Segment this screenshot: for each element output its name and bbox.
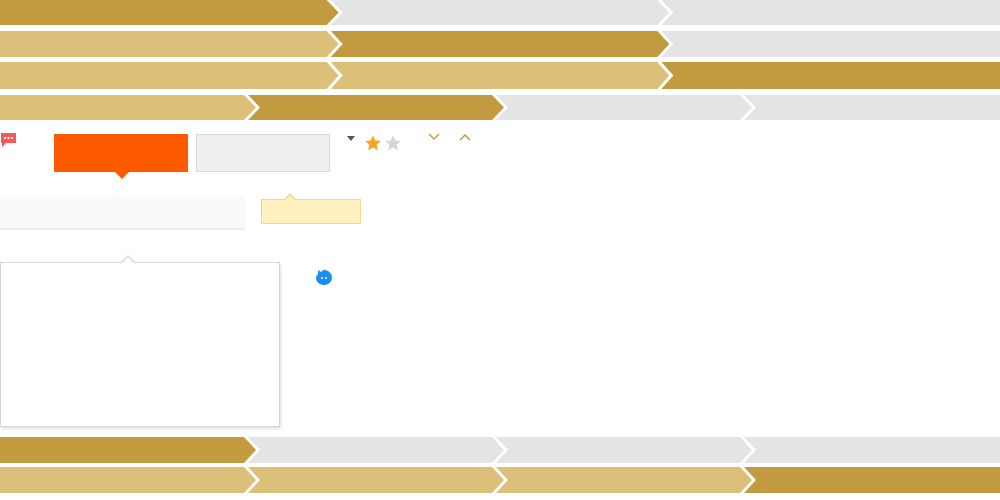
step-1-active[interactable] (0, 437, 256, 463)
step-3-active[interactable] (661, 62, 1000, 89)
step-3-todo[interactable] (661, 0, 1000, 25)
step-bar-4 (0, 95, 1000, 120)
gray-input-box[interactable] (196, 134, 330, 172)
step-bar-2 (0, 31, 1000, 57)
popover-panel (0, 255, 280, 427)
chat-bubble-icon[interactable] (0, 132, 17, 149)
step-1-done[interactable] (0, 467, 256, 493)
blue-chat-icon[interactable] (315, 268, 333, 286)
step-2-active[interactable] (331, 31, 670, 57)
chevron-down-icon[interactable] (428, 132, 440, 142)
caret-down-icon[interactable] (347, 136, 355, 141)
star-rating[interactable] (364, 134, 402, 152)
step-4-todo[interactable] (744, 437, 1000, 463)
step-3-todo[interactable] (496, 95, 752, 120)
chevron-up-icon[interactable] (459, 132, 471, 142)
step-3-todo[interactable] (496, 437, 752, 463)
step-3-todo[interactable] (661, 31, 1000, 57)
step-2-done[interactable] (248, 467, 504, 493)
step-1-done[interactable] (0, 62, 339, 89)
step-2-todo[interactable] (248, 437, 504, 463)
step-bar-3 (0, 62, 1000, 89)
step-3-done[interactable] (496, 467, 752, 493)
step-2-done[interactable] (331, 62, 670, 89)
step-2-active[interactable] (248, 95, 504, 120)
step-4-todo[interactable] (744, 95, 1000, 120)
step-bar-1 (0, 0, 1000, 25)
light-panel (0, 196, 245, 230)
yellow-tooltip (261, 193, 361, 224)
step-1-done[interactable] (0, 95, 256, 120)
star-empty-icon[interactable] (384, 134, 402, 152)
orange-tooltip (54, 134, 188, 179)
step-4-active[interactable] (744, 467, 1000, 493)
star-filled-icon[interactable] (364, 134, 382, 152)
step-bar-5 (0, 437, 1000, 463)
step-2-todo[interactable] (331, 0, 670, 25)
step-1-done[interactable] (0, 31, 339, 57)
step-1-active[interactable] (0, 0, 339, 25)
step-bar-6 (0, 467, 1000, 493)
